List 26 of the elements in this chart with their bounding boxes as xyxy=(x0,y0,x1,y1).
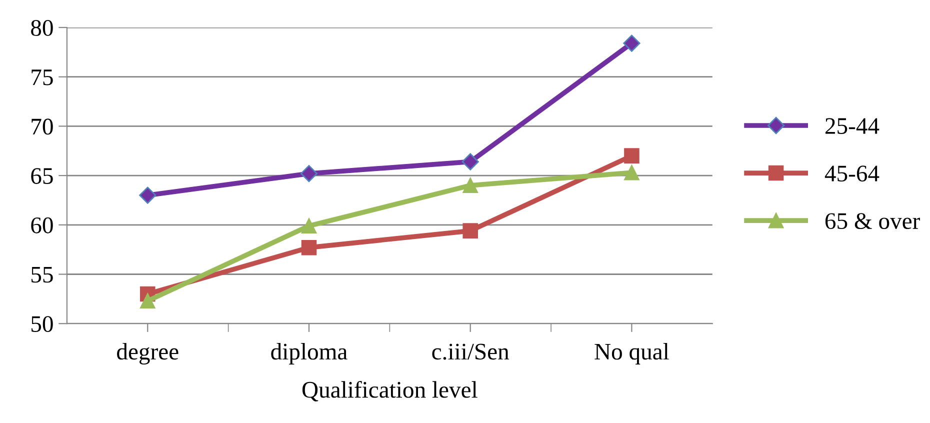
legend-label: 25-44 xyxy=(825,118,880,134)
point xyxy=(624,148,640,164)
point xyxy=(140,293,156,309)
legend-label: 45-64 xyxy=(824,166,880,182)
y-tick-label: 75 xyxy=(32,70,53,86)
y-tick-label: 60 xyxy=(31,217,53,234)
point xyxy=(462,178,478,194)
point xyxy=(300,165,318,182)
x-tick-label: No qual xyxy=(594,343,669,364)
y-tick-label: 65 xyxy=(31,168,53,184)
point xyxy=(624,164,640,180)
point xyxy=(301,218,317,234)
point xyxy=(462,153,479,170)
point xyxy=(462,223,478,238)
y-tick-label: 55 xyxy=(32,266,53,283)
y-tick-label: 70 xyxy=(32,118,53,135)
point xyxy=(139,186,156,204)
legend-label: 65 & over xyxy=(825,213,920,230)
x-tick-label: diploma xyxy=(271,343,348,364)
x-tick-label: degree xyxy=(117,343,178,365)
point xyxy=(623,34,640,52)
x-tick-label: c.iii/Sen xyxy=(432,344,510,360)
x-axis-title: Qualification level xyxy=(302,380,478,402)
y-tick-label: 50 xyxy=(32,316,53,332)
point xyxy=(301,240,317,256)
y-tick-label: 80 xyxy=(31,20,53,36)
